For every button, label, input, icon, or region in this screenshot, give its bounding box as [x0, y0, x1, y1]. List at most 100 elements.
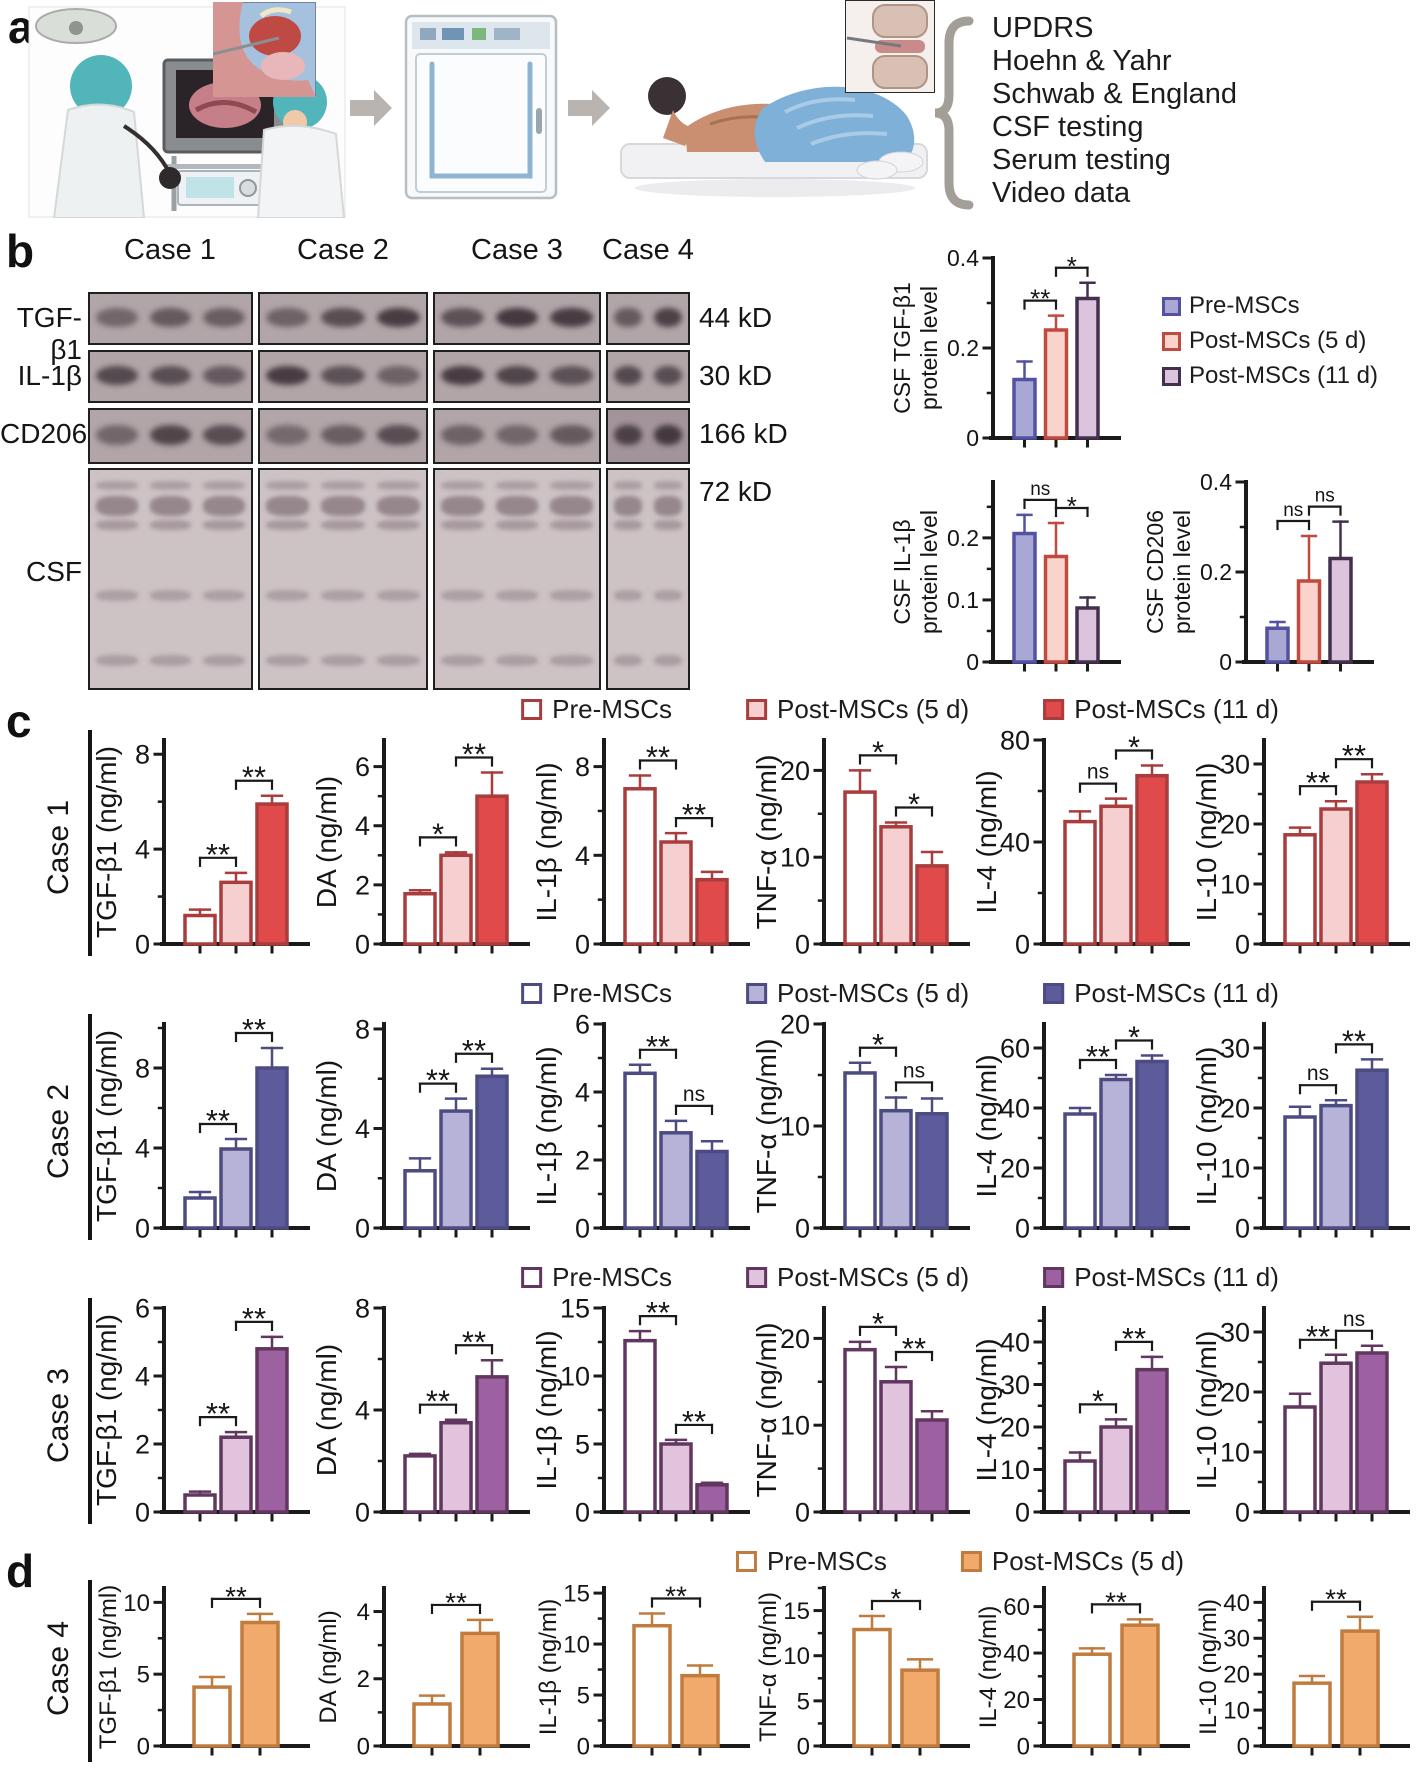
- svg-text:30: 30: [1220, 749, 1250, 779]
- svg-text:**: **: [206, 1396, 230, 1431]
- assessment-list: UPDRS Hoehn & Yahr Schwab & England CSF …: [992, 12, 1237, 210]
- case-row-label: Case 3: [42, 1367, 75, 1463]
- protein-band: [654, 424, 682, 446]
- bar-chart-il10: IL-10 (ng/ml) 0 10 20 30 ** ns: [1191, 1292, 1414, 1547]
- gel-band: [266, 480, 310, 490]
- legend-item: Post-MSCs (11 d): [1043, 1262, 1279, 1293]
- protein-band: [550, 424, 593, 446]
- svg-text:**: **: [1306, 765, 1330, 800]
- svg-text:0: 0: [966, 649, 979, 675]
- svg-text:*: *: [872, 1306, 884, 1341]
- bar-chart-da: DA (ng/ml) 0 2 4 6 * **: [311, 724, 534, 979]
- svg-text:TNF-α (ng/ml): TNF-α (ng/ml): [755, 1592, 782, 1742]
- blot-row-label: IL-1β: [17, 360, 82, 391]
- protein-band: [550, 365, 593, 386]
- legend-item: Post-MSCs (5 d): [746, 978, 969, 1009]
- gel-band: [614, 520, 642, 530]
- legend-item: Pre-MSCs: [1162, 292, 1378, 320]
- legend-swatch: [746, 1267, 768, 1288]
- legend-item: Post-MSCs (11 d): [1162, 362, 1378, 390]
- protein-band: [376, 365, 420, 386]
- svg-text:0: 0: [1237, 1733, 1250, 1760]
- kd-label: 30 kD: [699, 360, 773, 391]
- svg-text:0: 0: [137, 1733, 150, 1760]
- svg-text:30: 30: [1223, 1626, 1250, 1653]
- svg-text:20: 20: [1223, 1662, 1250, 1689]
- svg-text:4: 4: [135, 1361, 150, 1391]
- bar-chart-csf-tgfb1: CSF TGF-β1 protein level 0 0.2 0.4 ** *: [889, 245, 1139, 469]
- svg-text:**: **: [242, 1301, 266, 1336]
- bar-chart-il4: IL-4 (ng/ml) 0 20 40 60 **: [974, 1576, 1194, 1768]
- svg-text:8: 8: [135, 1053, 150, 1083]
- panel-b-legend: Pre-MSCs Post-MSCs (5 d) Post-MSCs (11 d): [1162, 292, 1378, 390]
- svg-text:**: **: [206, 837, 230, 872]
- svg-text:0: 0: [795, 929, 810, 959]
- svg-text:10: 10: [780, 843, 810, 873]
- protein-band: [266, 424, 310, 446]
- svg-text:**: **: [1342, 738, 1366, 773]
- blot-band-image: [433, 292, 601, 345]
- svg-text:protein level: protein level: [916, 510, 942, 634]
- svg-text:20: 20: [1220, 1377, 1250, 1407]
- flow-arrow-icon: [350, 90, 392, 126]
- case-header: Case 1: [124, 234, 216, 266]
- gel-band: [654, 480, 682, 490]
- legend-label: Pre-MSCs: [1189, 292, 1300, 319]
- svg-text:**: **: [1122, 1321, 1146, 1356]
- svg-text:ns: ns: [1283, 500, 1303, 521]
- svg-text:10: 10: [123, 1590, 150, 1617]
- svg-text:8: 8: [355, 1293, 370, 1323]
- svg-text:0.2: 0.2: [1200, 559, 1232, 585]
- legend-label: Post-MSCs (11 d): [1074, 1262, 1279, 1292]
- gel-band: [550, 655, 593, 667]
- svg-text:4: 4: [355, 811, 370, 841]
- bar-chart-tnfa: TNF-α (ng/ml) 0 5 10 15 *: [754, 1576, 974, 1768]
- legend-swatch: [1162, 331, 1181, 351]
- svg-text:0: 0: [575, 1497, 590, 1527]
- svg-text:4: 4: [355, 1395, 370, 1425]
- protein-band: [266, 365, 310, 386]
- svg-text:**: **: [242, 760, 266, 795]
- legend-label: Post-MSCs (11 d): [1074, 978, 1279, 1008]
- bar-chart-csf-il1b: CSF IL-1β protein level 0 0.1 0.2 ns *: [889, 470, 1139, 693]
- svg-text:5: 5: [137, 1662, 150, 1689]
- svg-text:10: 10: [780, 1111, 810, 1141]
- case-row-label: Case 2: [42, 1083, 75, 1179]
- svg-text:20: 20: [780, 1009, 810, 1039]
- svg-text:40: 40: [1003, 1640, 1030, 1667]
- svg-text:**: **: [426, 1384, 450, 1419]
- svg-text:**: **: [462, 1033, 486, 1068]
- protein-band: [495, 365, 539, 386]
- bar-chart-il1b: IL-1β (ng/ml) 0 4 8 ** **: [531, 724, 754, 979]
- gel-band: [441, 655, 484, 667]
- legend-item: Post-MSCs (5 d): [746, 1262, 969, 1293]
- gel-band: [266, 655, 310, 667]
- gel-band: [149, 520, 192, 530]
- blot-row-label: TGF-β1: [16, 302, 82, 365]
- legend-label: Post-MSCs (11 d): [1074, 694, 1279, 724]
- legend-label: Pre-MSCs: [766, 1546, 887, 1576]
- svg-text:IL-4 (ng/ml): IL-4 (ng/ml): [974, 1338, 1002, 1481]
- svg-text:*: *: [872, 1027, 884, 1062]
- protein-band: [441, 365, 484, 386]
- legend-swatch: [735, 1551, 757, 1572]
- svg-text:0: 0: [795, 1213, 810, 1243]
- svg-text:0: 0: [797, 1733, 810, 1760]
- gel-band: [203, 589, 246, 601]
- flow-arrow-icon: [568, 90, 610, 126]
- svg-text:0: 0: [966, 425, 979, 451]
- gel-band: [95, 589, 138, 601]
- svg-text:5: 5: [575, 1429, 590, 1459]
- legend-swatch: [960, 1551, 982, 1572]
- gel-band: [203, 520, 246, 530]
- legend-item: Post-MSCs (5 d): [960, 1546, 1184, 1577]
- svg-text:*: *: [908, 786, 920, 821]
- gel-band: [149, 480, 192, 490]
- svg-text:**: **: [665, 1580, 687, 1611]
- panel-c-letter: c: [6, 695, 32, 747]
- gel-band: [321, 589, 365, 601]
- protein-band: [614, 307, 642, 328]
- svg-text:**: **: [902, 1331, 926, 1366]
- legend-swatch: [1162, 366, 1181, 386]
- svg-text:2: 2: [355, 870, 370, 900]
